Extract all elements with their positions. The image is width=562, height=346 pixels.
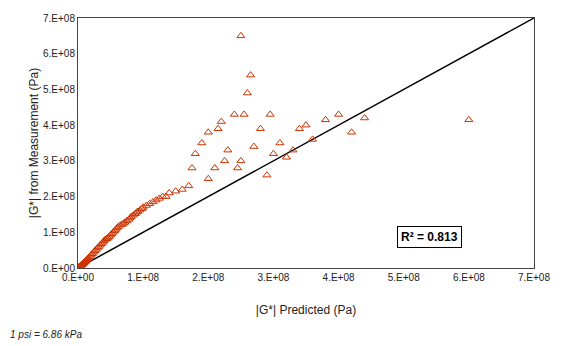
svg-text:6.E+08: 6.E+08 <box>43 48 75 59</box>
svg-text:R² = 0.813: R² = 0.813 <box>401 230 458 244</box>
svg-text:3.E+08: 3.E+08 <box>43 155 75 166</box>
svg-text:0.E+00: 0.E+00 <box>62 272 94 283</box>
svg-text:4.E+08: 4.E+08 <box>323 272 355 283</box>
svg-text:3.E+08: 3.E+08 <box>257 272 289 283</box>
svg-text:2.E+08: 2.E+08 <box>43 191 75 202</box>
svg-text:1.E+08: 1.E+08 <box>127 272 159 283</box>
svg-text:7.E+08: 7.E+08 <box>43 13 75 24</box>
svg-text:5.E+08: 5.E+08 <box>43 84 75 95</box>
svg-text:0.E+00: 0.E+00 <box>43 263 75 274</box>
svg-text:|G*| Predicted (Pa): |G*| Predicted (Pa) <box>256 303 356 317</box>
svg-text:|G*| from Measurement (Pa): |G*| from Measurement (Pa) <box>27 68 41 218</box>
svg-text:2.E+08: 2.E+08 <box>192 272 224 283</box>
svg-text:7.E+08: 7.E+08 <box>518 272 550 283</box>
svg-text:5.E+08: 5.E+08 <box>388 272 420 283</box>
svg-text:1.E+08: 1.E+08 <box>43 227 75 238</box>
svg-text:1 psi = 6.86 kPa: 1 psi = 6.86 kPa <box>10 329 82 340</box>
svg-text:4.E+08: 4.E+08 <box>43 120 75 131</box>
svg-text:6.E+08: 6.E+08 <box>453 272 485 283</box>
